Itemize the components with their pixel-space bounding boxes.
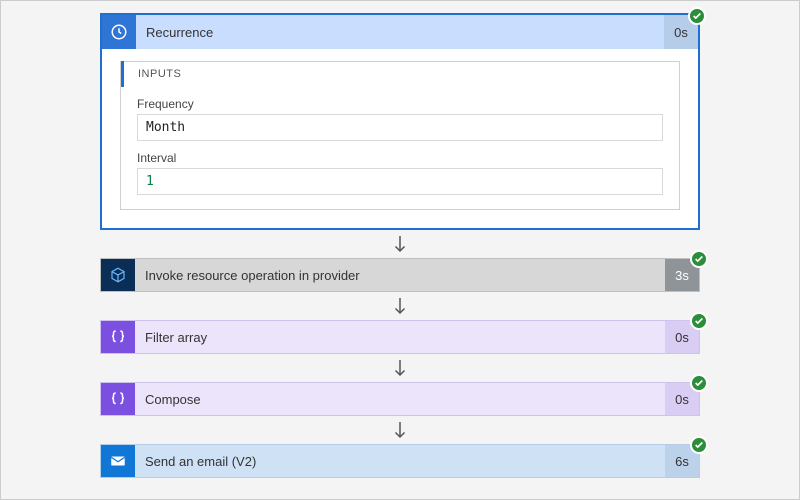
inputs-card: INPUTS Frequency Month Interval 1: [120, 61, 680, 210]
field-value[interactable]: 1: [137, 168, 663, 195]
step-send-email[interactable]: Send an email (V2) 6s: [100, 444, 700, 478]
step-details-panel: INPUTS Frequency Month Interval 1: [102, 49, 698, 228]
step-title: Send an email (V2): [135, 445, 665, 477]
mail-icon: [101, 445, 135, 477]
success-check-icon: [690, 436, 708, 454]
field-frequency: Frequency Month: [121, 87, 679, 141]
step-compose[interactable]: Compose 0s: [100, 382, 700, 416]
step-header[interactable]: Compose 0s: [100, 382, 700, 416]
step-filter-array[interactable]: Filter array 0s: [100, 320, 700, 354]
step-title: Recurrence: [136, 15, 664, 49]
success-check-icon: [690, 312, 708, 330]
step-invoke-resource[interactable]: Invoke resource operation in provider 3s: [100, 258, 700, 292]
flow-arrow-icon: [391, 354, 409, 382]
step-header[interactable]: Send an email (V2) 6s: [100, 444, 700, 478]
step-title: Invoke resource operation in provider: [135, 259, 665, 291]
field-label: Interval: [137, 151, 663, 165]
step-header[interactable]: Recurrence 0s: [102, 15, 698, 49]
cube-icon: [101, 259, 135, 291]
field-interval: Interval 1: [121, 141, 679, 195]
flow-arrow-icon: [391, 230, 409, 258]
step-title: Filter array: [135, 321, 665, 353]
success-check-icon: [688, 7, 706, 25]
step-header[interactable]: Filter array 0s: [100, 320, 700, 354]
workflow-canvas: Recurrence 0s INPUTS Frequency Month Int…: [100, 13, 700, 478]
success-check-icon: [690, 250, 708, 268]
braces-icon: [101, 383, 135, 415]
inputs-heading: INPUTS: [121, 61, 195, 87]
braces-icon: [101, 321, 135, 353]
step-recurrence[interactable]: Recurrence 0s INPUTS Frequency Month Int…: [100, 13, 700, 230]
field-value[interactable]: Month: [137, 114, 663, 141]
flow-arrow-icon: [391, 292, 409, 320]
step-header[interactable]: Invoke resource operation in provider 3s: [100, 258, 700, 292]
flow-arrow-icon: [391, 416, 409, 444]
clock-icon: [102, 15, 136, 49]
field-label: Frequency: [137, 97, 663, 111]
success-check-icon: [690, 374, 708, 392]
step-title: Compose: [135, 383, 665, 415]
